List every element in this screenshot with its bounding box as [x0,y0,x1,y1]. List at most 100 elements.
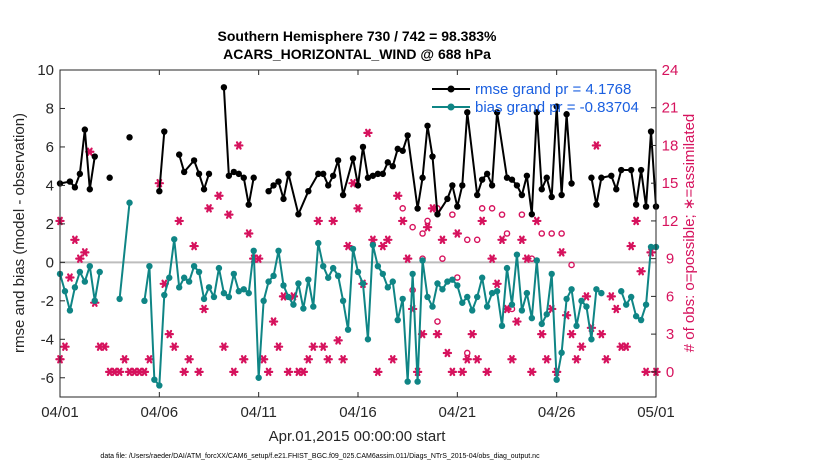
bias-point [180,274,188,281]
bias-point [344,326,352,333]
obs-assimilated-marker [263,367,274,377]
obs-assimilated-marker [452,229,463,238]
obs-assimilated-stroke [186,355,193,364]
rmse-point [528,211,536,218]
obs-assimilated-stroke [370,235,376,245]
obs-assimilated-marker [512,317,522,326]
bias-point [185,278,193,285]
obs-assimilated-stroke [285,367,292,377]
rmse-point [588,174,595,181]
rmse-point [190,157,198,164]
bias-point [627,293,635,301]
bias-point [369,241,377,249]
bias-point [161,291,168,299]
bias-point [354,268,362,276]
obs-assimilated-marker [169,342,179,351]
obs-assimilated-marker [219,342,229,351]
bias-point [141,297,148,305]
bias-point [474,293,481,301]
bias-point [339,297,347,305]
y-right-tick-label: 18 [662,137,679,154]
obs-assimilated-marker [164,329,174,339]
obs-assimilated-marker [323,355,333,364]
bias-point [488,289,496,297]
obs-assimilated-marker [298,367,309,377]
y-right-tick-label: 3 [666,326,674,343]
rmse-point [230,168,238,176]
obs-assimilated-marker [348,178,358,188]
y-left-tick-label: 10 [37,62,54,79]
bias-point [543,311,550,318]
obs-assimilated-stroke [484,367,491,377]
obs-assimilated-marker [70,235,80,245]
chart-title-line2: ACARS_HORIZONTAL_WIND @ 688 hPa [223,46,491,62]
obs-possible-marker [503,230,511,237]
bias-point [195,268,203,276]
y-right-tick-label: 6 [666,288,674,305]
rmse-point [543,174,550,181]
obs-assimilated-stroke [464,355,471,364]
y-axis-left-ticks: 10 8 6 4 2 0 -2 -4 -6 [37,62,65,387]
obs-assimilated-marker [571,355,582,364]
obs-assimilated-marker [338,355,348,364]
x-tick-label: 04/01 [41,404,79,421]
rmse-point [156,187,163,195]
obs-assimilated-stroke [384,235,391,245]
bias-point [210,293,218,301]
obs-assimilated-marker [621,342,631,351]
obs-assimilated-marker [184,355,194,364]
obs-assimilated-marker [139,367,150,377]
obs-assimilated-marker [194,367,204,377]
obs-possible-marker [449,211,456,218]
bias-point [434,280,441,287]
bias-point [270,272,277,280]
bias-point [553,376,560,383]
rmse-point [270,182,277,189]
bias-point [116,295,123,303]
obs-assimilated-marker [388,355,398,364]
y-left-tick-label: 2 [46,216,54,233]
legend-bias-marker [447,103,455,111]
rmse-point [613,186,620,193]
bias-point [61,288,69,295]
rmse-point [444,195,451,203]
x-tick-label: 05/01 [637,404,675,421]
obs-assimilated-marker [477,216,487,226]
obs-assimilated-marker [502,304,512,314]
obs-assimilated-stroke [240,355,247,364]
obs-assimilated-stroke [573,355,580,364]
obs-assimilated-stroke [325,355,332,364]
rmse-point [419,174,426,181]
bias-point [429,303,436,310]
obs-assimilated-marker [378,241,388,251]
rmse-point [180,168,188,176]
bias-point [156,382,163,389]
obs-assimilated-stroke [161,279,168,289]
obs-assimilated-marker [442,348,453,358]
bias-point [329,264,337,272]
bias-point [220,289,228,297]
obs-assimilated-marker [537,329,547,339]
rmse-point [359,143,367,151]
rmse-point [250,174,257,181]
rmse-point [176,151,183,158]
bias-point [389,278,396,285]
obs-assimilated-marker [522,254,532,263]
obs-assimilated-marker [472,355,482,364]
obs-assimilated-stroke [638,267,645,276]
bias-point [508,301,516,308]
obs-assimilated-stroke [583,292,590,301]
obs-assimilated-stroke [101,342,108,351]
obs-assimilated-stroke [245,229,252,238]
rmse-point [598,174,605,181]
obs-assimilated-marker [75,254,85,263]
obs-assimilated-stroke [449,367,456,377]
rmse-point [66,178,74,185]
y-right-tick-label: 24 [662,62,679,79]
legend-rmse-marker [447,85,455,93]
obs-assimilated-stroke [439,235,446,245]
y-left-tick-label: 4 [46,177,54,194]
chart-title-line1: Southern Hemisphere 730 / 742 = 98.383% [218,28,498,44]
rmse-point [627,166,635,174]
rmse-point [647,128,655,135]
